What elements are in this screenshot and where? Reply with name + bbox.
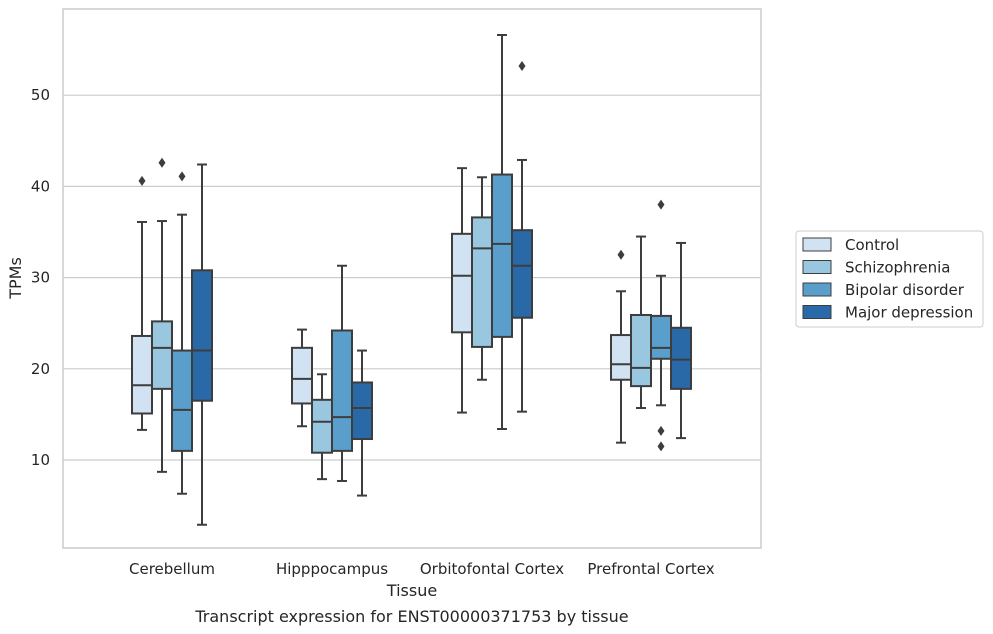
legend: Control Schizophrenia Bipolar disorder Majo… [795,230,984,328]
box-0-3 [191,163,213,526]
chart-caption: Transcript expression for ENST0000037175… [194,607,628,626]
iqr-box [311,398,333,454]
outlier-point [518,61,526,72]
x-tick-label: Hipppocampus [276,560,388,578]
outlier-point [138,175,146,186]
iqr-box [331,329,353,452]
outlier-point [657,441,665,452]
box-2-0 [451,167,473,414]
box-2-1 [471,176,493,381]
outlier-point [617,249,625,260]
outlier-point [178,171,186,182]
legend-label: Control [845,236,899,254]
iqr-box [471,216,493,348]
box-3-0 [610,249,632,444]
x-tick-labels: Cerebellum Hipppocampus Orbitofontal Corte… [129,560,715,578]
x-tick-label: Orbitofontal Cortex [420,560,564,578]
box-3-3 [670,241,692,440]
x-axis-title: Tissue [386,581,437,600]
iqr-box [351,381,373,441]
iqr-box [670,326,692,390]
box-2-2 [491,34,513,430]
iqr-box [630,313,652,388]
legend-label: Bipolar disorder [845,281,965,299]
y-tick-labels: 10 20 30 40 50 [31,86,50,469]
box-3-2 [650,199,672,452]
iqr-box [610,334,632,381]
iqr-box [131,334,153,415]
iqr-box [171,349,193,452]
iqr-box [650,314,672,360]
iqr-box [491,173,513,338]
y-tick-label: 30 [31,269,50,287]
box-0-1 [151,157,173,473]
box-1-2 [331,264,353,482]
iqr-box [151,320,173,390]
legend-swatch [802,237,832,252]
legend-label: Schizophrenia [845,259,950,277]
y-tick-label: 50 [31,86,50,104]
box-2-3 [511,61,533,413]
plot-frame [62,8,762,549]
box-1-1 [311,373,333,481]
iqr-box [191,269,213,402]
x-tick-label: Cerebellum [129,560,215,578]
box-0-0 [131,175,153,431]
y-tick-label: 10 [31,451,50,469]
legend-swatch [802,282,832,297]
box-layer [131,34,692,526]
iqr-box [451,232,473,334]
y-axis-title: TPMs [6,257,25,300]
box-3-1 [630,235,652,410]
outlier-point [657,199,665,210]
outlier-point [158,157,166,168]
box-1-0 [291,328,313,428]
iqr-box [291,346,313,405]
y-tick-label: 20 [31,360,50,378]
iqr-box [511,229,533,319]
outlier-point [657,425,665,436]
box-0-2 [171,171,193,495]
x-tick-label: Prefrontal Cortex [587,560,714,578]
legend-swatch [802,305,832,319]
y-tick-label: 40 [31,177,50,195]
legend-swatch [802,260,832,274]
legend-label: Major depression [845,304,973,322]
legend-frame [795,230,984,328]
box-1-3 [351,349,373,497]
